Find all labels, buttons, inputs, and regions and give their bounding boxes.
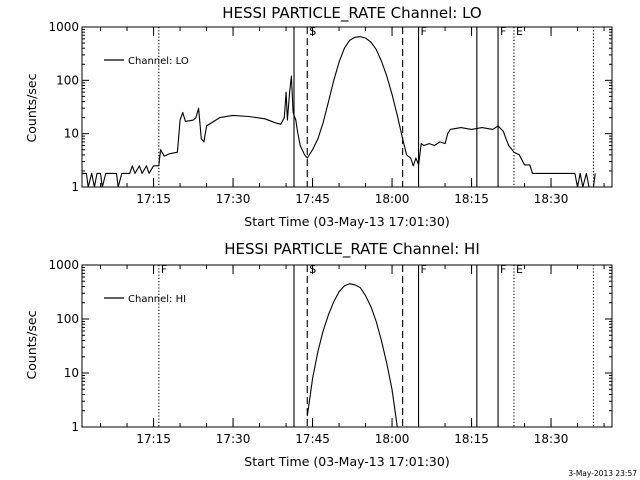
y-tick-label: 1 [71, 420, 79, 434]
y-tick-label: 1000 [48, 258, 79, 272]
panel-hi: HESSI PARTICLE_RATE Channel: HI Start Ti… [24, 240, 613, 469]
plot-frame [81, 264, 613, 428]
series-line [306, 283, 398, 428]
x-tick-label: 17:30 [216, 192, 251, 206]
plot-frame [81, 26, 613, 188]
event-marker-label: E [516, 25, 523, 38]
x-axis-label: Start Time (03-May-13 17:01:30) [244, 214, 449, 229]
x-tick-label: 17:15 [136, 192, 171, 206]
x-tick-label: 18:15 [454, 192, 489, 206]
x-tick-label: 17:45 [295, 192, 330, 206]
x-tick-label: 18:00 [375, 192, 410, 206]
event-marker-label: S [309, 263, 316, 276]
x-tick-label: 18:15 [454, 432, 489, 446]
timestamp-footer: 3-May-2013 23:57 [568, 469, 637, 478]
event-marker-label: F [421, 25, 427, 38]
event-marker-label: F [500, 263, 506, 276]
panel-lo: HESSI PARTICLE_RATE Channel: LO Start Ti… [24, 4, 613, 229]
y-tick-label: 100 [56, 73, 79, 87]
event-marker-label: F [500, 25, 506, 38]
y-axis-label: Counts/sec [24, 73, 39, 142]
chart-title: HESSI PARTICLE_RATE Channel: HI [224, 240, 480, 259]
legend-entry: Channel: HI [128, 294, 186, 305]
chart-title: HESSI PARTICLE_RATE Channel: LO [222, 4, 481, 23]
x-tick-label: 18:30 [534, 432, 569, 446]
y-tick-label: 1 [71, 180, 79, 194]
series-line [82, 36, 596, 188]
x-tick-label: 18:30 [534, 192, 569, 206]
y-tick-label: 100 [56, 312, 79, 326]
x-tick-label: 17:45 [295, 432, 330, 446]
x-tick-label: 18:00 [375, 432, 410, 446]
y-tick-label: 10 [64, 366, 79, 380]
x-axis-label: Start Time (03-May-13 17:01:30) [244, 454, 449, 469]
event-marker-label: S [309, 25, 316, 38]
event-marker-label: F [421, 263, 427, 276]
legend-entry: Channel: LO [128, 56, 189, 67]
x-tick-label: 17:15 [136, 432, 171, 446]
y-axis-label: Counts/sec [24, 310, 39, 379]
y-tick-label: 10 [64, 127, 79, 141]
y-tick-label: 1000 [48, 20, 79, 34]
event-marker-label: F [161, 263, 167, 276]
x-tick-label: 17:30 [216, 432, 251, 446]
event-marker-label: E [516, 263, 523, 276]
